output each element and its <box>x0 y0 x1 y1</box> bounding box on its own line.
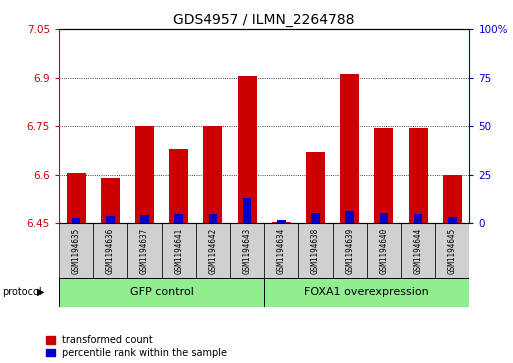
Bar <box>174 213 183 223</box>
Bar <box>140 215 149 223</box>
Text: GSM1194635: GSM1194635 <box>72 227 81 274</box>
Text: FOXA1 overexpression: FOXA1 overexpression <box>304 287 429 297</box>
Bar <box>101 178 120 223</box>
Bar <box>340 74 359 223</box>
Bar <box>414 213 422 223</box>
Bar <box>367 223 401 278</box>
Text: GSM1194641: GSM1194641 <box>174 227 183 274</box>
Text: GSM1194636: GSM1194636 <box>106 227 115 274</box>
Bar <box>332 223 367 278</box>
Bar <box>401 223 435 278</box>
Bar <box>264 278 469 307</box>
Bar <box>443 175 462 223</box>
Bar <box>374 128 393 223</box>
Bar <box>196 223 230 278</box>
Bar <box>345 211 354 223</box>
Bar <box>204 126 222 223</box>
Bar <box>380 213 388 223</box>
Bar <box>59 278 264 307</box>
Bar <box>243 198 251 223</box>
Text: GSM1194639: GSM1194639 <box>345 227 354 274</box>
Bar <box>106 216 114 223</box>
Bar <box>448 217 457 223</box>
Text: GSM1194638: GSM1194638 <box>311 227 320 274</box>
Bar <box>230 223 264 278</box>
Title: GDS4957 / ILMN_2264788: GDS4957 / ILMN_2264788 <box>173 13 355 26</box>
Bar <box>169 149 188 223</box>
Bar <box>409 128 427 223</box>
Bar <box>72 219 81 223</box>
Text: GSM1194643: GSM1194643 <box>243 227 251 274</box>
Text: GSM1194637: GSM1194637 <box>140 227 149 274</box>
Bar <box>238 76 256 223</box>
Bar <box>272 222 291 223</box>
Bar <box>311 213 320 223</box>
Bar <box>299 223 332 278</box>
Text: GSM1194645: GSM1194645 <box>448 227 457 274</box>
Legend: transformed count, percentile rank within the sample: transformed count, percentile rank withi… <box>46 335 227 358</box>
Bar <box>209 213 217 223</box>
Bar <box>277 220 286 223</box>
Bar <box>67 173 86 223</box>
Bar <box>264 223 299 278</box>
Text: GSM1194644: GSM1194644 <box>413 227 423 274</box>
Bar <box>306 152 325 223</box>
Bar <box>59 223 93 278</box>
Bar <box>162 223 196 278</box>
Text: GSM1194642: GSM1194642 <box>208 227 218 274</box>
Bar <box>127 223 162 278</box>
Bar <box>93 223 127 278</box>
Text: GSM1194634: GSM1194634 <box>277 227 286 274</box>
Text: ▶: ▶ <box>37 287 45 297</box>
Text: GSM1194640: GSM1194640 <box>380 227 388 274</box>
Bar <box>135 126 154 223</box>
Bar <box>435 223 469 278</box>
Text: protocol: protocol <box>3 287 42 297</box>
Text: GFP control: GFP control <box>130 287 193 297</box>
